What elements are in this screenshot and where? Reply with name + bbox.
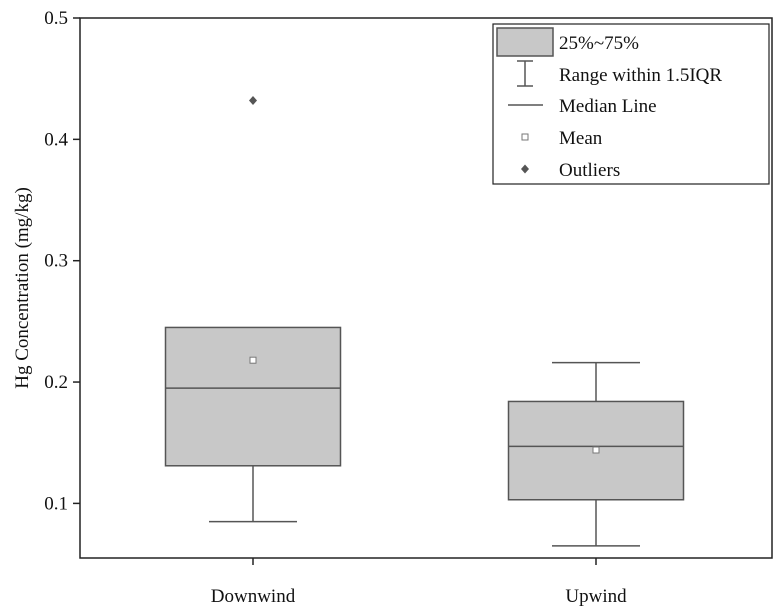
y-axis: 0.1 0.2 0.3 0.4 0.5 xyxy=(44,8,80,514)
mean-marker xyxy=(249,356,257,364)
plot-area xyxy=(79,17,773,559)
legend-outlier-icon xyxy=(521,164,529,174)
legend-item-box: 25%~75% xyxy=(496,27,639,57)
y-tick-label: 0.3 xyxy=(44,251,68,272)
legend-label: 25%~75% xyxy=(559,33,639,54)
iqr-box xyxy=(164,326,342,467)
outlier-point xyxy=(249,96,257,106)
x-tick-label: Upwind xyxy=(565,586,627,607)
legend-label: Median Line xyxy=(559,96,657,117)
legend-item-whisker: Range within 1.5IQR xyxy=(517,60,722,87)
box-group-downwind xyxy=(164,96,342,523)
x-tick-label: Downwind xyxy=(211,586,296,607)
legend-label: Range within 1.5IQR xyxy=(559,65,722,86)
legend-item-median: Median Line xyxy=(508,96,657,117)
y-axis-title: Hg Concentration (mg/kg) xyxy=(12,187,33,389)
y-tick-label: 0.1 xyxy=(44,493,68,514)
x-axis: Downwind Upwind xyxy=(211,558,627,607)
legend-mean-icon xyxy=(521,133,529,141)
legend-item-outlier: Outliers xyxy=(521,160,620,181)
legend-box-swatch xyxy=(496,27,554,57)
y-tick-label: 0.4 xyxy=(44,129,68,150)
y-tick-label: 0.5 xyxy=(44,8,68,29)
boxes xyxy=(164,96,685,547)
legend-label: Mean xyxy=(559,128,603,149)
y-tick-label: 0.2 xyxy=(44,372,68,393)
box-group-upwind xyxy=(507,361,685,547)
mean-marker xyxy=(592,446,600,454)
plot-frame xyxy=(79,17,773,559)
legend: 25%~75% Range within 1.5IQR Median Line Mea… xyxy=(492,23,770,185)
legend-label: Outliers xyxy=(559,160,620,181)
legend-item-mean: Mean xyxy=(521,128,603,149)
